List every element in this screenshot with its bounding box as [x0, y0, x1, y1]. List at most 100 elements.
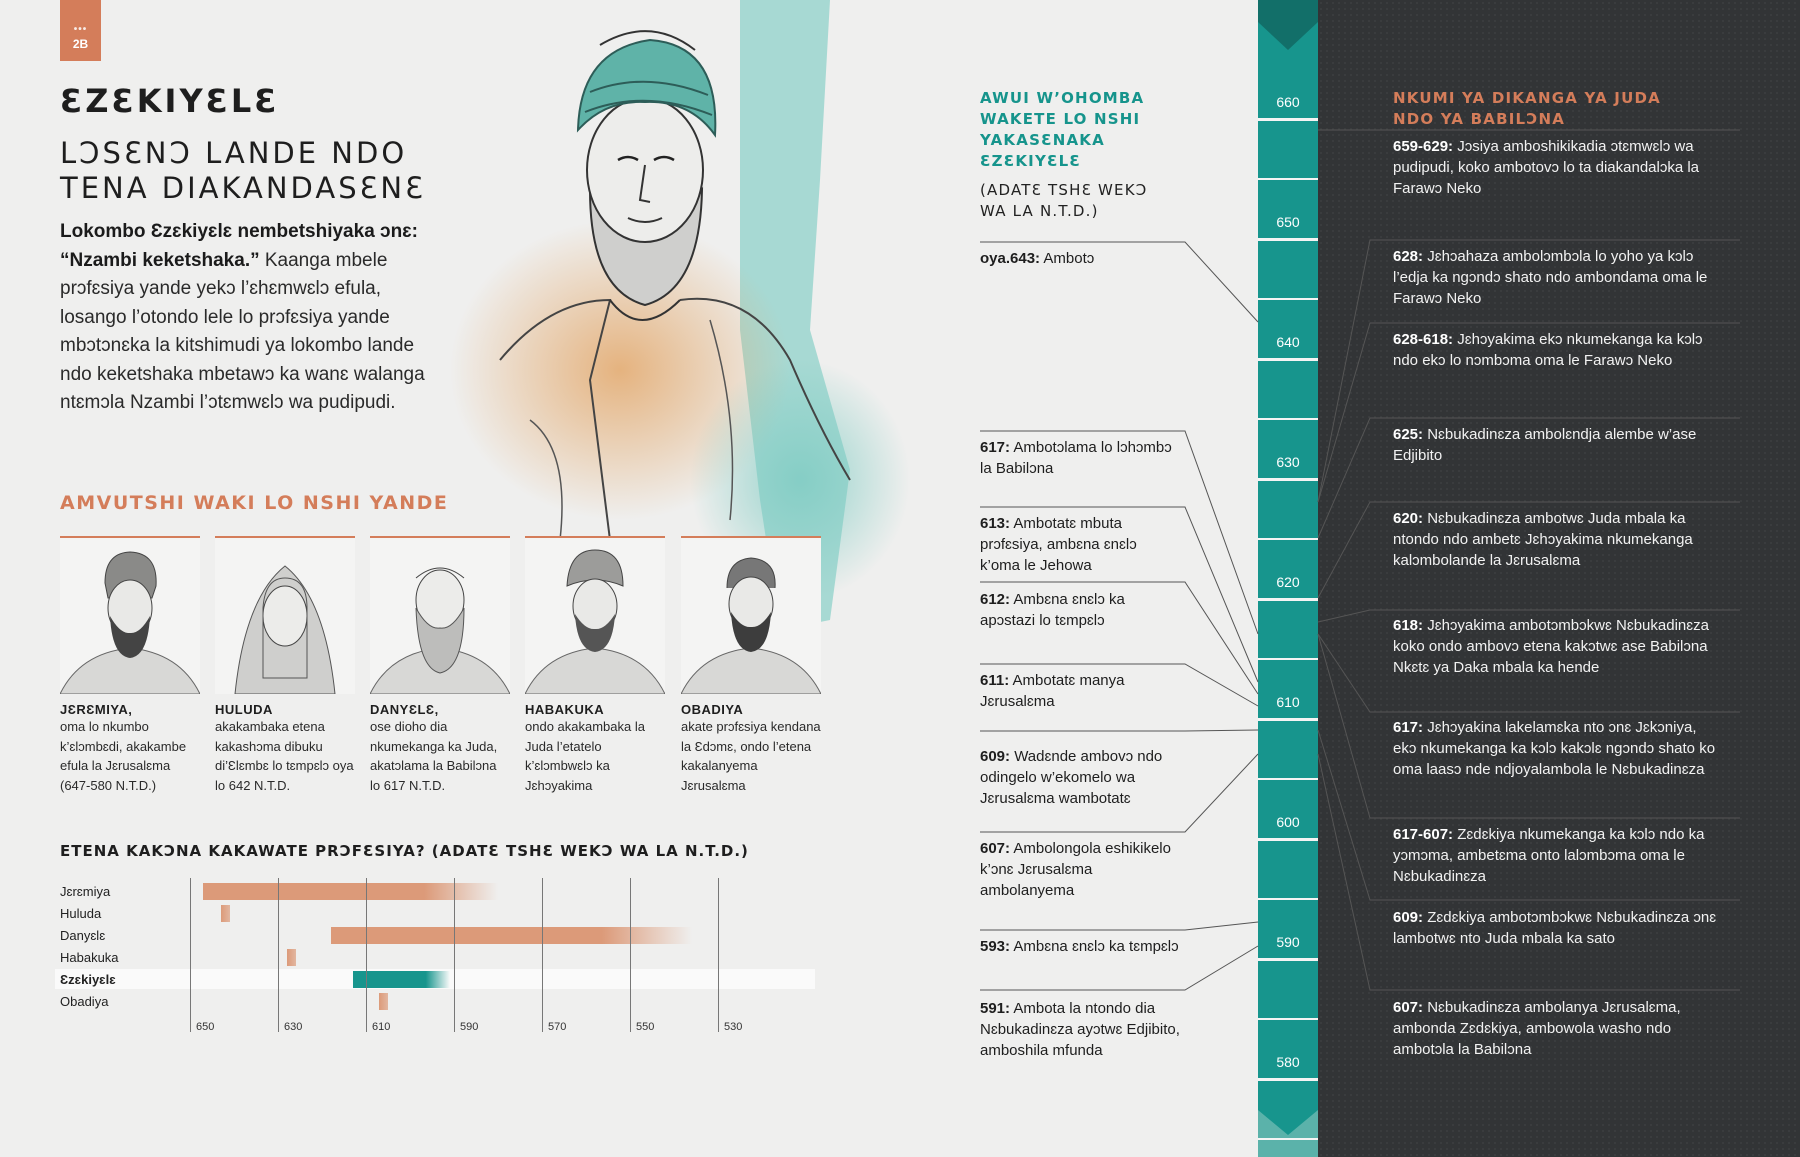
event-text: Ambota la ntondo dia Nɛbukadinɛza ayɔtwɛ…: [980, 1000, 1180, 1059]
connector-line: [1317, 417, 1740, 539]
king-event-year: 628:: [1393, 248, 1424, 265]
ezekiel-event: 591: Ambota la ntondo dia Nɛbukadinɛza a…: [980, 998, 1180, 1061]
timeline-midpoint-tick: [1258, 658, 1318, 660]
king-event-text: Nɛbukadinɛza ambotwɛ Juda mbala ka ntond…: [1393, 510, 1693, 569]
connector-line: [1317, 633, 1740, 819]
gantt-bar: [220, 905, 230, 922]
king-event-text: Zɛdɛkiya nkumekanga ka kɔlɔ ndo ka yɔmɔm…: [1393, 826, 1705, 885]
king-event-text: Jɛhɔyakima ambotɔmbɔkwɛ Nɛbukadinɛza kok…: [1393, 617, 1709, 676]
timeline-decade-tick: [1258, 1078, 1318, 1081]
prophet-name: HULUDA: [215, 702, 273, 717]
king-event-text: Jɛhɔyakina lakelamɛka nto ɔnɛ Jɛkɔniya, …: [1393, 719, 1716, 778]
gantt-gridline: [278, 878, 279, 1032]
connector-line: [980, 921, 1259, 931]
connector-line: [1317, 239, 1740, 503]
connector-line: [980, 430, 1259, 635]
king-event-text: Nɛbukadinɛza ambolanya Jɛrusalɛma, ambon…: [1393, 999, 1681, 1058]
timeline-decade-tick: [1258, 358, 1318, 361]
prophecy-periods-heading-note: (ADATƐ TSHƐ WEKƆ WA LA N.T.D.): [425, 842, 749, 860]
prophecy-periods-heading-bold: ETENA KAKƆNA KAKAWATE PRƆFƐSIYA?: [60, 842, 426, 860]
connector-line: [1317, 633, 1740, 713]
contemporaries-heading: AMVUTSHI WAKI LO NSHI YANDE: [60, 492, 449, 514]
timeline-decade-tick: [1258, 118, 1318, 121]
gantt-tick-label: 590: [460, 1021, 479, 1033]
king-event-text: Jɛhɔyakima ekɔ nkumekanga ka kɔlɔ ndo ek…: [1393, 331, 1703, 369]
timeline-midpoint-tick: [1258, 298, 1318, 300]
prophet-portrait: [60, 536, 200, 694]
gantt-row-label: Obadiya: [60, 994, 109, 1009]
ezekiel-event: 612: Ambɛna ɛnɛlɔ ka apɔstazi lo tɛmpɛlɔ: [980, 589, 1180, 631]
event-year: oya.643:: [980, 250, 1041, 267]
gantt-tick-label: 630: [284, 1021, 303, 1033]
king-event: 607: Nɛbukadinɛza ambolanya Jɛrusalɛma, …: [1393, 997, 1723, 1060]
timeline-decade-tick: [1258, 478, 1318, 481]
king-event-text: Jɛhɔahaza ambolɔmbɔla lo yoho ya kɔlɔ l’…: [1393, 248, 1708, 307]
badge-dots: •••: [73, 24, 88, 35]
timeline-arrows: [1258, 0, 1318, 1157]
prophet-portrait: [215, 536, 355, 694]
king-event-text: Zɛdɛkiya ambotɔmbɔkwɛ Nɛbukadinɛza ɔnɛ l…: [1393, 909, 1717, 947]
gantt-bar: [203, 883, 498, 900]
connector-line: [1317, 501, 1740, 599]
king-event-year: 618:: [1393, 617, 1424, 634]
timeline-decade-tick: [1258, 238, 1318, 241]
timeline-decade-tick: [1258, 718, 1318, 721]
gantt-gridline: [542, 878, 543, 1032]
timeline-year-label: 640: [1276, 334, 1300, 350]
prophet-description: ondo akakambaka la Juda l’etatelo k’ɛlɔm…: [525, 719, 645, 793]
king-event-year: 625:: [1393, 426, 1424, 443]
gantt-bar: [330, 927, 692, 944]
event-text: Ambɛna ɛnɛlɔ ka apɔstazi lo tɛmpɛlɔ: [980, 591, 1125, 629]
timeline-midpoint-tick: [1258, 778, 1318, 780]
gantt-tick-label: 650: [196, 1021, 215, 1033]
ezekiel-event: 593: Ambɛna ɛnɛlɔ ka tɛmpɛlɔ: [980, 936, 1180, 957]
event-year: 591:: [980, 1000, 1011, 1017]
event-year: 613:: [980, 515, 1011, 532]
ezekiel-event: 609: Wadɛnde ambovɔ ndo odingelo w’ekome…: [980, 746, 1180, 809]
king-event: 628: Jɛhɔahaza ambolɔmbɔla lo yoho ya kɔ…: [1393, 246, 1723, 309]
gantt-bar: [286, 949, 296, 966]
timeline-year-label: 610: [1276, 694, 1300, 710]
ezekiel-events-heading: AWUI W’OHOMBA WAKETE LO NSHI YAKASƐNAKA …: [980, 89, 1145, 170]
connector-line: [980, 729, 1259, 732]
gantt-row-label: Habakuka: [60, 950, 119, 965]
intro-paragraph: Lokombo Ɛzɛkiyɛlɛ nembetshiyaka ɔnɛ: “Nz…: [60, 218, 430, 418]
event-text: Ambotatɛ mbuta prɔfɛsiya, ambɛna ɛnɛlɔ k…: [980, 515, 1137, 574]
prophet-name: DANYƐLƐ,: [370, 702, 439, 717]
event-text: Wadɛnde ambovɔ ndo odingelo w’ekomelo wa…: [980, 748, 1163, 807]
kings-panel-background: [1318, 0, 1800, 1157]
gantt-tick-label: 550: [636, 1021, 655, 1033]
ezekiel-event: 613: Ambotatɛ mbuta prɔfɛsiya, ambɛna ɛn…: [980, 513, 1180, 576]
king-event: 620: Nɛbukadinɛza ambotwɛ Juda mbala ka …: [1393, 508, 1723, 571]
gantt-gridline: [718, 878, 719, 1032]
timeline-year-label: 620: [1276, 574, 1300, 590]
ezekiel-event: 607: Ambolongola eshikikelo k’ɔnɛ Jɛrusa…: [980, 838, 1180, 901]
gantt-gridline: [366, 878, 367, 1032]
king-event: 617-607: Zɛdɛkiya nkumekanga ka kɔlɔ ndo…: [1393, 824, 1723, 887]
timeline-midpoint-tick: [1258, 178, 1318, 180]
timeline-year-label: 580: [1276, 1054, 1300, 1070]
prophet-portrait: [681, 536, 821, 694]
page-badge: ••• 2B: [60, 0, 101, 61]
king-event-text: Jɔsiya amboshikikadia ɔtɛmwɛlɔ wa pudipu…: [1393, 138, 1700, 197]
event-text: Ambotɔ: [1040, 250, 1095, 267]
connector-line: [1317, 322, 1740, 503]
timeline-year-label: 600: [1276, 814, 1300, 830]
king-event-year: 607:: [1393, 999, 1424, 1016]
prophet-portrait: [525, 536, 665, 694]
gantt-row-label: Huluda: [60, 906, 102, 921]
connector-line: [1317, 753, 1740, 991]
timeline-year-label: 650: [1276, 214, 1300, 230]
timeline-decade-tick: [1258, 598, 1318, 601]
ezekiel-event: 611: Ambotatɛ manya Jɛrusalɛma: [980, 670, 1180, 712]
timeline-midpoint-tick: [1258, 418, 1318, 420]
timeline-midpoint-tick: [1258, 538, 1318, 540]
prophet-name: JƐRƐMIYA,: [60, 702, 133, 717]
king-event: 609: Zɛdɛkiya ambotɔmbɔkwɛ Nɛbukadinɛza …: [1393, 907, 1723, 949]
prophet-description: oma lo nkumbo k’ɛlɔmbɛdi, akakambe efula…: [60, 719, 187, 793]
intro-bold: Lokombo Ɛzɛkiyɛlɛ nembetshiyaka ɔnɛ: “Nz…: [60, 221, 418, 271]
connector-line: [980, 663, 1259, 707]
prophet-portrait: [370, 536, 510, 694]
gantt-tick-label: 570: [548, 1021, 567, 1033]
